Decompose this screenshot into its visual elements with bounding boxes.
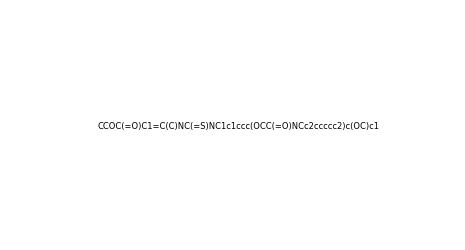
Text: CCOC(=O)C1=C(C)NC(=S)NC1c1ccc(OCC(=O)NCc2ccccc2)c(OC)c1: CCOC(=O)C1=C(C)NC(=S)NC1c1ccc(OCC(=O)NCc…: [97, 122, 379, 131]
